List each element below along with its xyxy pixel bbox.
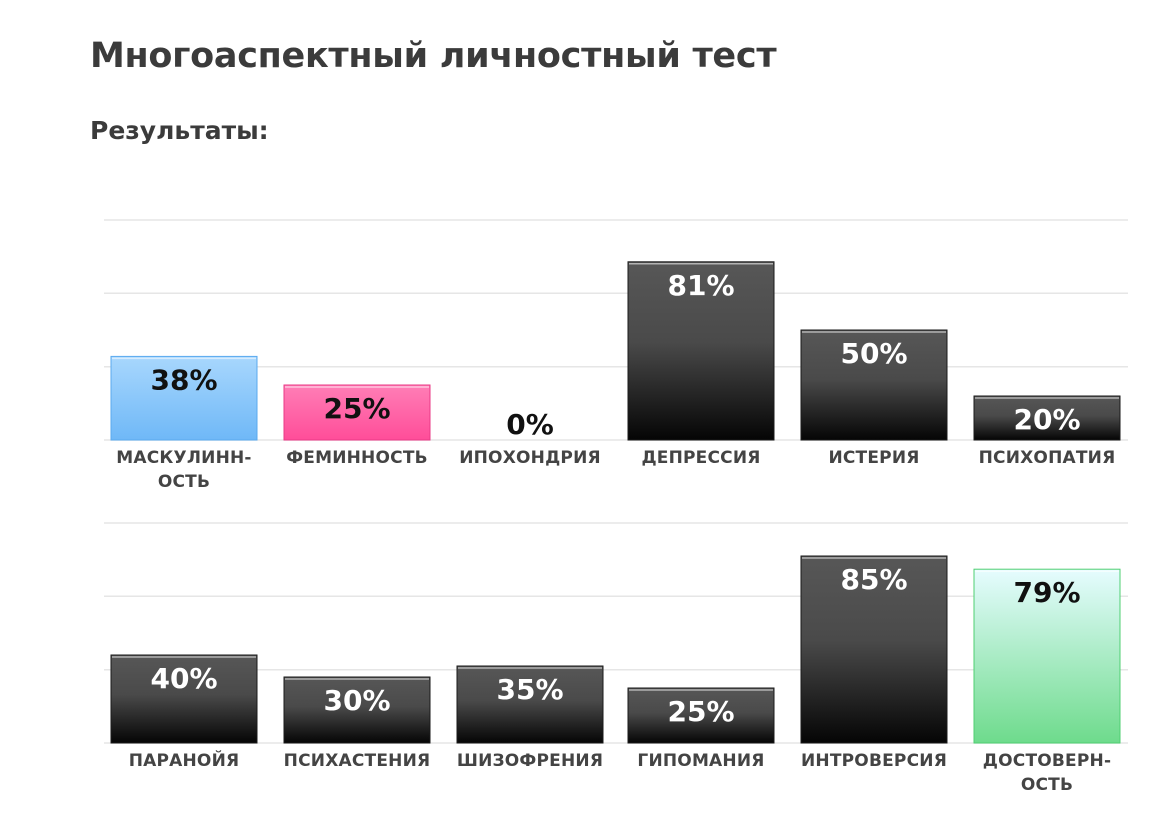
bar <box>283 384 431 441</box>
bar-value-label: 79% <box>1013 576 1080 609</box>
bar <box>456 665 604 744</box>
category-label: ФЕМИННОСТЬ <box>286 448 428 468</box>
bar-value-label: 35% <box>496 673 563 706</box>
bar <box>283 676 431 744</box>
bar <box>627 261 775 441</box>
bar-value-label: 40% <box>150 662 217 695</box>
bar-value-label: 85% <box>840 563 907 596</box>
chart-panel-1: 38% МАСКУЛИНН-ОСТЬ 25% ФЕМИННОСТЬ 0% ИПОХОНДР… <box>104 219 1128 492</box>
category-label: ПАРАНОЙЯ <box>129 749 240 771</box>
category-label: ШИЗОФРЕНИЯ <box>457 751 603 771</box>
category-label: ПСИХОПАТИЯ <box>979 448 1116 468</box>
category-label: ПСИХАСТЕНИЯ <box>284 751 431 771</box>
bar <box>800 329 948 441</box>
bar-value-label: 38% <box>150 363 217 396</box>
page-title: Многоаспектный личностный тест <box>90 36 777 76</box>
bar <box>973 568 1121 744</box>
bar-value-label: 81% <box>667 269 734 302</box>
category-label: ДОСТОВЕРН-ОСТЬ <box>983 751 1111 795</box>
bar-value-label: 20% <box>1013 403 1080 436</box>
results-heading: Результаты: <box>90 116 269 145</box>
bar-value-label: 25% <box>667 695 734 728</box>
bar-value-label: 50% <box>840 337 907 370</box>
bar-value-label: 25% <box>323 392 390 425</box>
bar <box>110 654 258 744</box>
bar <box>627 687 775 744</box>
chart-panel-2: 40% ПАРАНОЙЯ 30% ПСИХАСТЕНИЯ 35% ШИЗОФРЕНИЯ 25… <box>104 522 1128 795</box>
bar-value-label: 0% <box>506 408 554 441</box>
bar-value-label: 30% <box>323 684 390 717</box>
category-label: ИПОХОНДРИЯ <box>459 448 601 468</box>
bar <box>973 395 1121 441</box>
category-label: ИСТЕРИЯ <box>828 448 919 468</box>
category-label: ДЕПРЕССИЯ <box>641 448 760 468</box>
bar <box>800 555 948 744</box>
bar <box>110 355 258 441</box>
category-label: ГИПОМАНИЯ <box>637 751 764 771</box>
category-label: ИНТРОВЕРСИЯ <box>801 751 947 771</box>
category-label: МАСКУЛИНН-ОСТЬ <box>116 448 251 492</box>
